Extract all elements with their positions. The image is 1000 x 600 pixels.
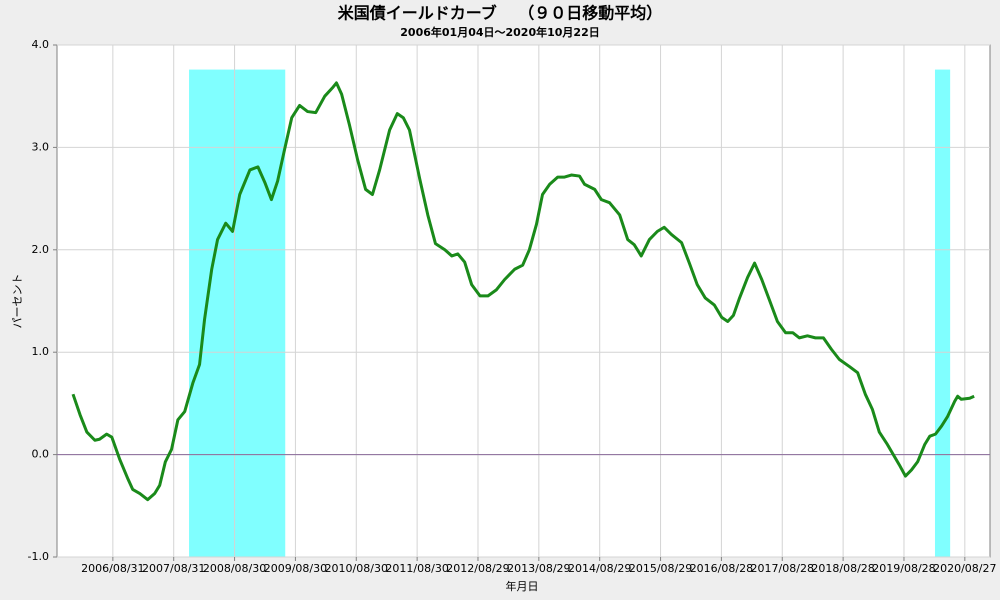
x-tick-label: 2008/08/30 xyxy=(203,562,266,575)
x-tick-label: 2018/08/28 xyxy=(811,562,874,575)
x-tick-label: 2009/08/30 xyxy=(264,562,327,575)
y-tick-label: 2.0 xyxy=(32,243,50,256)
shaded-region xyxy=(189,69,286,558)
x-tick-label: 2013/08/29 xyxy=(507,562,570,575)
y-tick-label: 0.0 xyxy=(32,448,50,461)
y-tick-label: -1.0 xyxy=(28,550,49,563)
y-axis-label: パーセント xyxy=(11,274,24,329)
x-tick-label: 2017/08/28 xyxy=(751,562,814,575)
chart-title: 米国債イールドカーブ （９０日移動平均） xyxy=(338,4,663,23)
x-tick-label: 2019/08/28 xyxy=(872,562,935,575)
chart-subtitle: 2006年01月04日～2020年10月22日 xyxy=(400,25,599,39)
y-tick-label: 3.0 xyxy=(32,140,50,153)
x-tick-label: 2012/08/29 xyxy=(446,562,509,575)
y-tick-label: 4.0 xyxy=(32,38,50,51)
yield-line xyxy=(71,81,975,502)
x-tick-label: 2011/08/30 xyxy=(385,562,448,575)
x-axis-label: 年月日 xyxy=(506,579,539,593)
x-tick-label: 2006/08/31 xyxy=(81,562,144,575)
x-tick-label: 2010/08/30 xyxy=(325,562,388,575)
x-tick-label: 2015/08/29 xyxy=(629,562,692,575)
x-tick-label: 2020/08/27 xyxy=(933,562,996,575)
y-tick-label: 1.0 xyxy=(32,345,50,358)
shaded-region xyxy=(934,69,951,558)
x-tick-label: 2007/08/31 xyxy=(142,562,205,575)
x-tick-label: 2016/08/28 xyxy=(690,562,753,575)
x-tick-label: 2014/08/29 xyxy=(568,562,631,575)
